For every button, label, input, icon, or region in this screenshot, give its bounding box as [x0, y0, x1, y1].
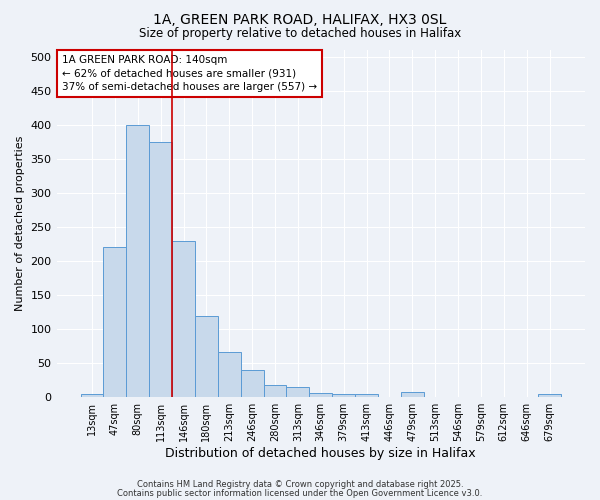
Text: Size of property relative to detached houses in Halifax: Size of property relative to detached ho… — [139, 28, 461, 40]
Bar — [149, 142, 172, 397]
Bar — [195, 316, 218, 397]
Bar — [515, 396, 538, 397]
Bar — [446, 396, 469, 397]
Text: 1A GREEN PARK ROAD: 140sqm
← 62% of detached houses are smaller (931)
37% of sem: 1A GREEN PARK ROAD: 140sqm ← 62% of deta… — [62, 55, 317, 92]
Bar — [401, 392, 424, 397]
Bar — [538, 394, 561, 397]
Text: Contains HM Land Registry data © Crown copyright and database right 2025.: Contains HM Land Registry data © Crown c… — [137, 480, 463, 489]
Bar — [241, 370, 263, 397]
Bar — [127, 125, 149, 397]
Bar — [310, 393, 332, 397]
Text: Contains public sector information licensed under the Open Government Licence v3: Contains public sector information licen… — [118, 488, 482, 498]
Bar — [493, 396, 515, 397]
Bar — [469, 396, 493, 397]
X-axis label: Distribution of detached houses by size in Halifax: Distribution of detached houses by size … — [166, 447, 476, 460]
Bar — [263, 385, 286, 397]
Y-axis label: Number of detached properties: Number of detached properties — [15, 136, 25, 312]
Bar — [355, 394, 378, 397]
Bar — [424, 396, 446, 397]
Text: 1A, GREEN PARK ROAD, HALIFAX, HX3 0SL: 1A, GREEN PARK ROAD, HALIFAX, HX3 0SL — [154, 12, 446, 26]
Bar — [218, 352, 241, 397]
Bar — [332, 394, 355, 397]
Bar — [172, 240, 195, 397]
Bar — [80, 394, 103, 397]
Bar — [103, 248, 127, 397]
Bar — [286, 387, 310, 397]
Bar — [378, 396, 401, 397]
